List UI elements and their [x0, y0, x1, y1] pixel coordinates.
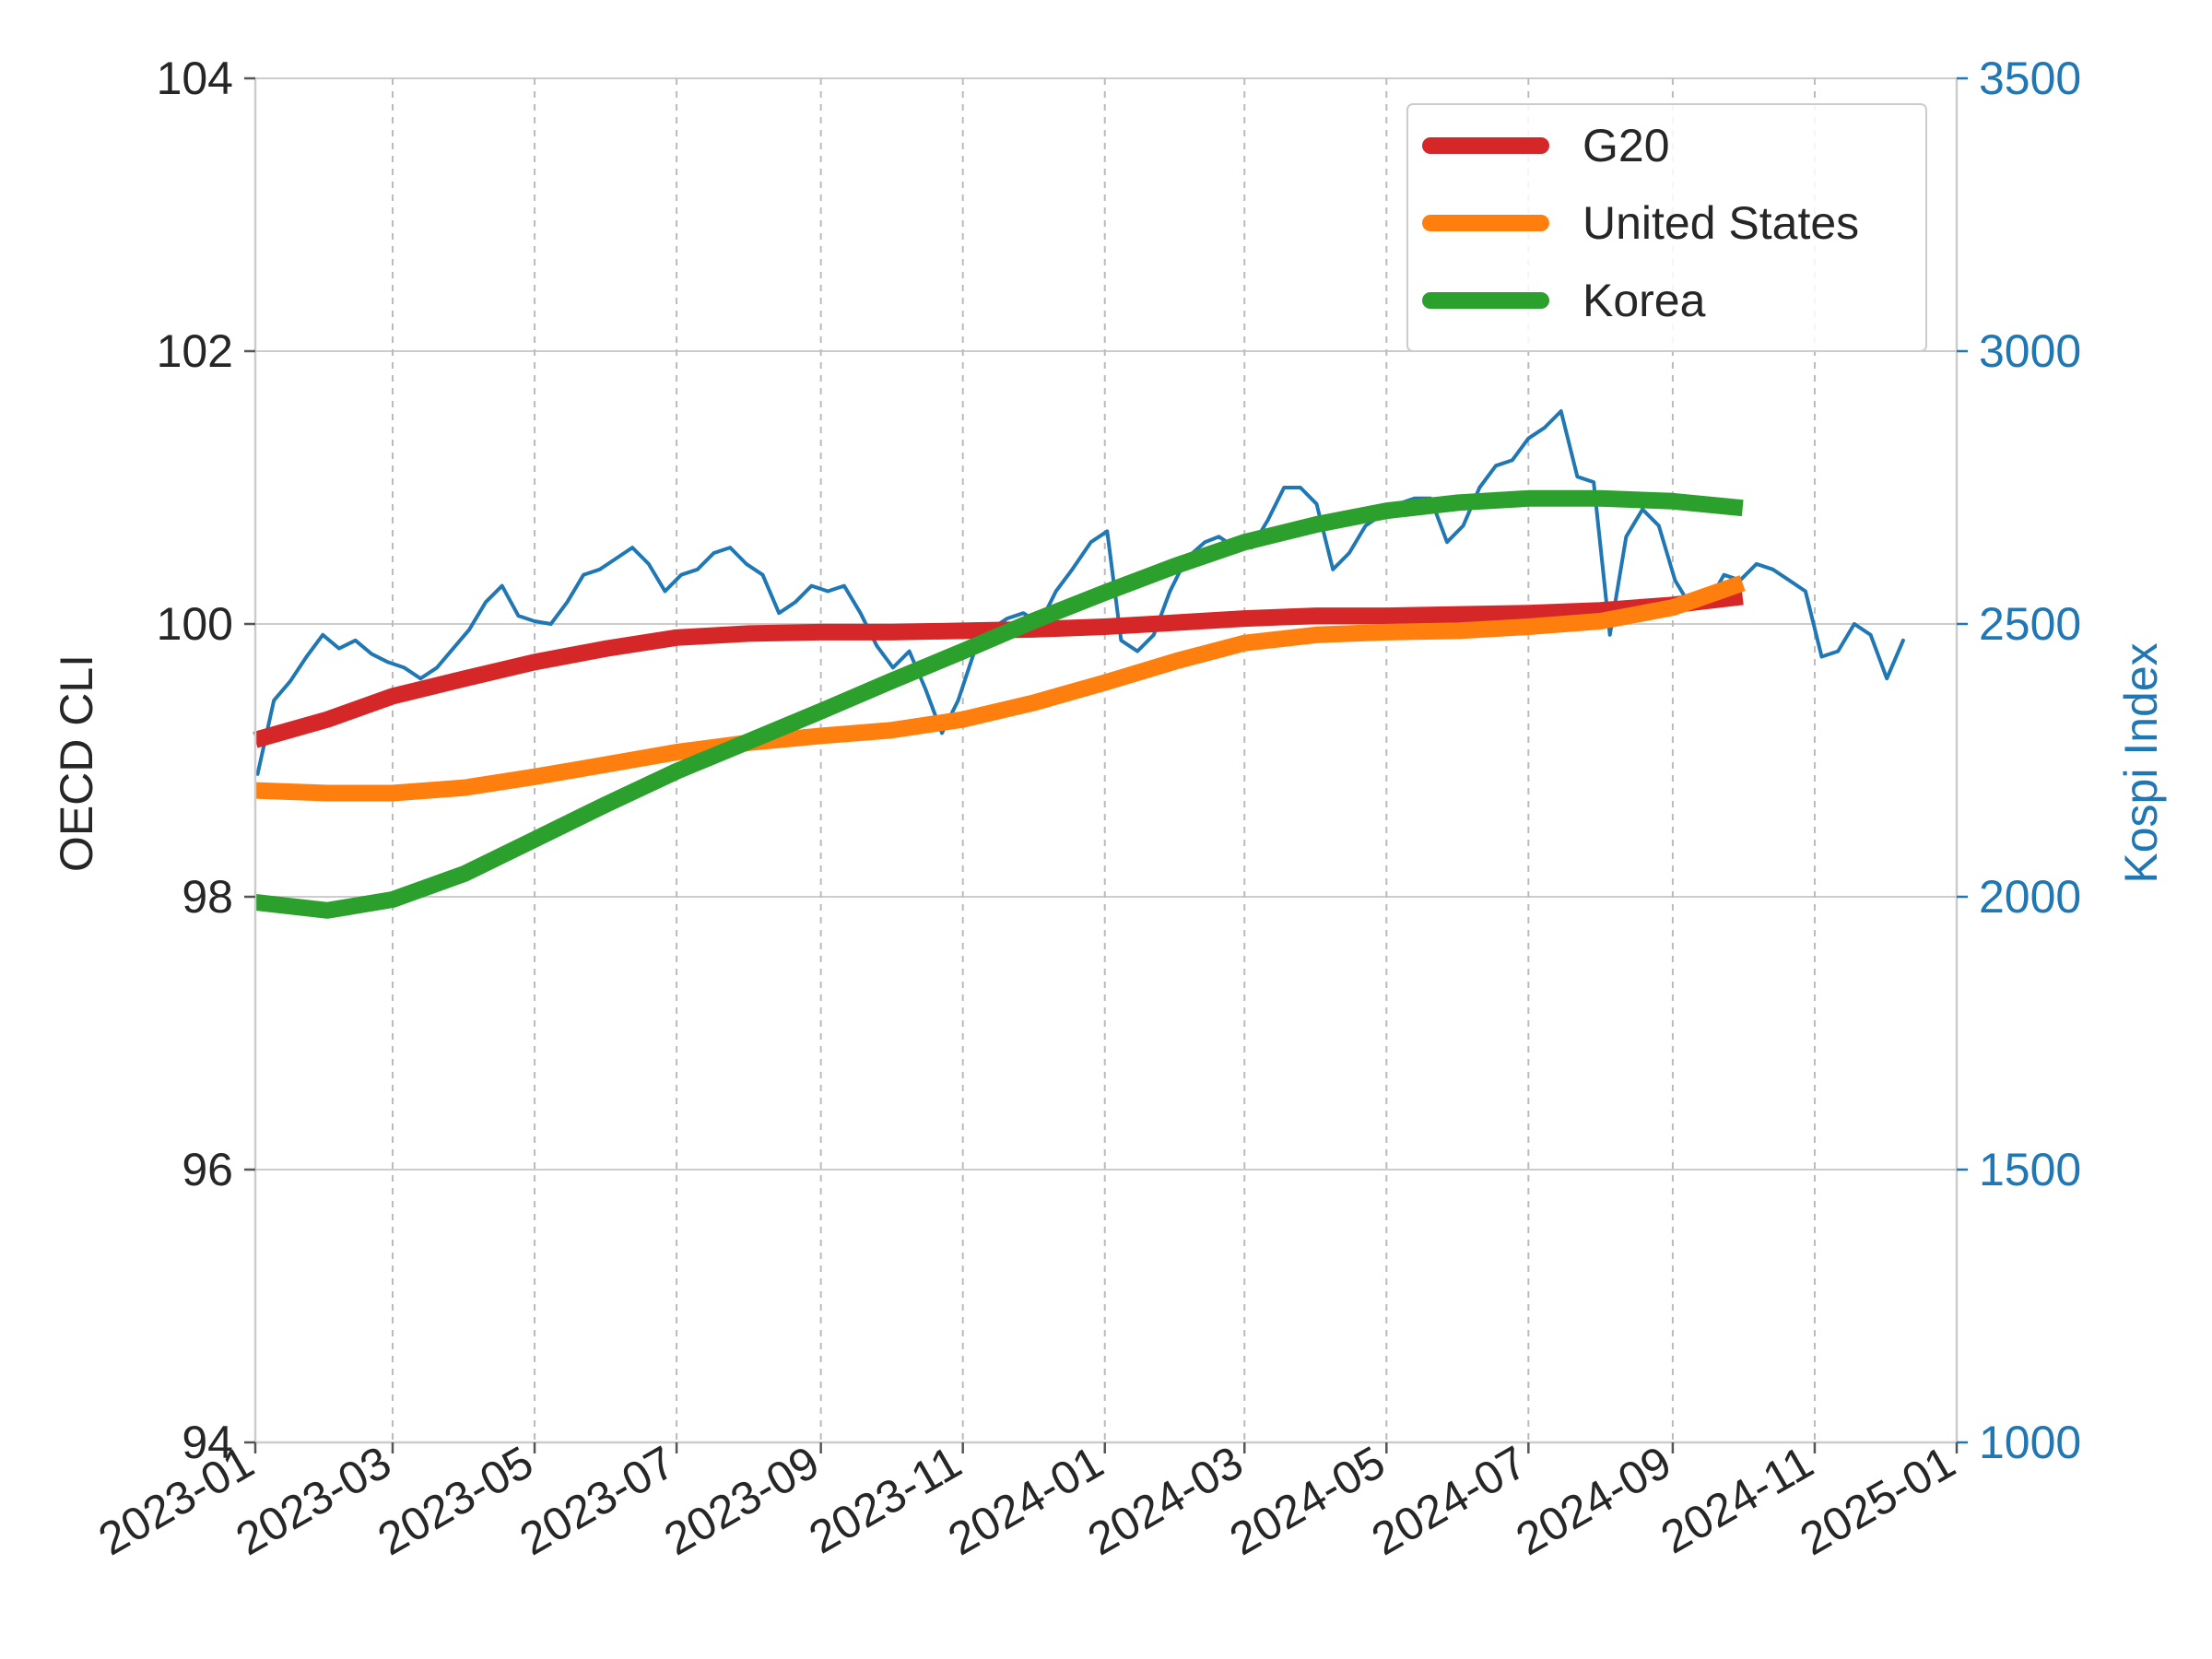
right-tick-label: 2500 — [1979, 598, 2081, 650]
x-tick-label: 2024-05 — [1221, 1436, 1394, 1565]
x-tick-label: 2024-09 — [1507, 1436, 1679, 1565]
right-tick-label: 2000 — [1979, 871, 2081, 923]
series-line-united-states — [254, 575, 1746, 802]
left-axis-ticks: 94 96 98 100 102 104 — [157, 53, 255, 1468]
x-tick-label: 2023-11 — [800, 1436, 970, 1563]
left-tick-label: 102 — [157, 325, 233, 377]
left-tick-label: 98 — [182, 871, 233, 923]
left-tick-label: 94 — [182, 1417, 233, 1468]
left-tick-label: 100 — [157, 598, 233, 650]
x-tick-label: 2023-09 — [655, 1436, 828, 1565]
right-tick-label: 1000 — [1979, 1417, 2081, 1468]
left-tick-label: 96 — [182, 1144, 233, 1195]
right-axis-ticks: 1000 1500 2000 2500 3000 3500 — [1957, 53, 2081, 1468]
x-tick-label: 2023-01 — [90, 1436, 263, 1565]
legend-box — [1406, 103, 1927, 352]
x-tick-label: 2024-01 — [939, 1436, 1112, 1565]
series-line-kospi — [255, 409, 1905, 776]
x-tick-label: 2023-05 — [370, 1436, 542, 1565]
right-tick-label: 1500 — [1979, 1144, 2081, 1195]
legend-label-united-states: United States — [1583, 197, 1859, 249]
legend-label-g20: G20 — [1583, 120, 1670, 171]
series-line-korea — [253, 489, 1744, 919]
x-tick-label: 2024-03 — [1079, 1436, 1252, 1565]
x-tick-label: 2024-11 — [1653, 1436, 1822, 1563]
series-layer — [253, 409, 1905, 919]
x-axis-ticks: 2023-012023-032023-052023-072023-092023-… — [90, 1436, 1964, 1565]
right-tick-label: 3000 — [1979, 325, 2081, 377]
right-axis-title: Kospi Index — [2115, 642, 2167, 883]
x-tick-label: 2023-03 — [228, 1436, 400, 1565]
x-tick-label: 2023-07 — [512, 1436, 684, 1565]
legend: G20 United States Korea — [1406, 103, 1927, 352]
x-tick-label: 2025-01 — [1792, 1436, 1964, 1565]
right-tick-label: 3500 — [1979, 53, 2081, 104]
left-axis-title: OECD CLI — [51, 654, 102, 872]
left-tick-label: 104 — [157, 53, 233, 104]
x-tick-label: 2024-07 — [1363, 1436, 1535, 1565]
legend-label-korea: Korea — [1583, 275, 1706, 326]
